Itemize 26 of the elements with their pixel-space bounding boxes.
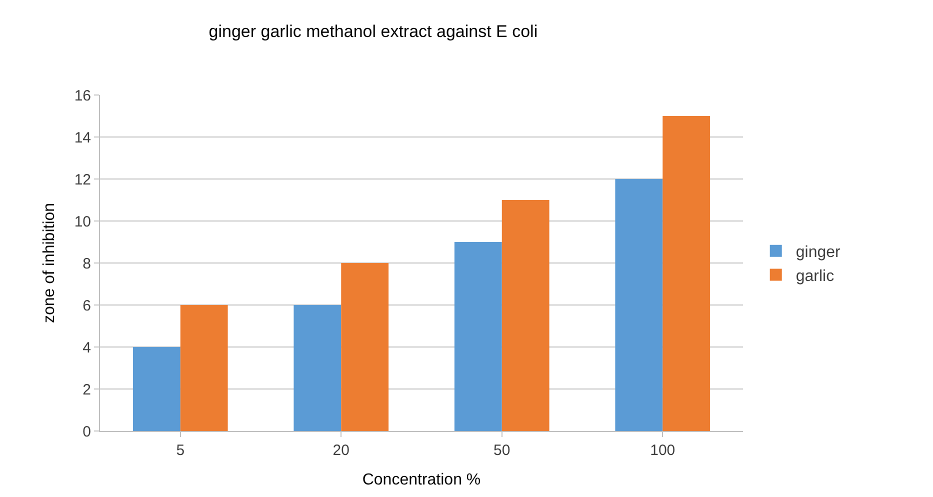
y-tick-label: 16 <box>74 87 91 104</box>
legend-label: ginger <box>796 244 842 262</box>
x-tick-label: 5 <box>176 442 185 459</box>
legend-label: garlic <box>796 268 834 285</box>
y-tick-label: 0 <box>82 423 91 440</box>
chart-title: ginger garlic methanol extract against E coli <box>208 22 538 41</box>
x-tick-label: 20 <box>332 442 350 459</box>
y-tick-label: 8 <box>82 255 91 272</box>
y-tick-label: 6 <box>82 297 91 314</box>
bar <box>662 116 710 431</box>
x-axis-title: Concentration % <box>362 472 481 489</box>
y-tick-label: 14 <box>74 129 91 146</box>
y-tick-label: 12 <box>74 171 91 188</box>
bar <box>341 263 389 431</box>
bar <box>180 305 228 431</box>
y-tick-label: 2 <box>82 381 91 398</box>
bar <box>294 305 342 431</box>
bar <box>615 179 663 431</box>
x-tick-label: 50 <box>494 442 510 459</box>
x-tick-label: 100 <box>650 442 676 459</box>
bar <box>132 347 180 431</box>
y-tick-label: 4 <box>82 339 91 356</box>
y-tick-label: 10 <box>74 213 91 230</box>
bar <box>502 200 550 431</box>
bar <box>454 242 502 431</box>
y-axis-title: zone of inhibition <box>41 202 58 324</box>
